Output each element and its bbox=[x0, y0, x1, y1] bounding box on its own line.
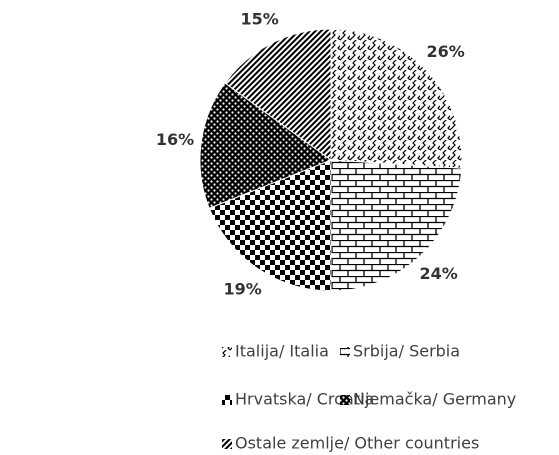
data-label: 15% bbox=[240, 9, 278, 28]
pie-slice bbox=[199, 82, 333, 209]
legend-swatch bbox=[222, 395, 232, 405]
legend-swatch bbox=[340, 347, 350, 357]
data-label: 16% bbox=[156, 130, 194, 149]
data-label: 19% bbox=[223, 280, 261, 299]
legend-swatch bbox=[222, 347, 232, 357]
pie-slice bbox=[224, 28, 332, 161]
legend-label: Italija/ Italia bbox=[235, 342, 329, 361]
pie bbox=[199, 28, 463, 292]
legend-swatch bbox=[222, 439, 232, 449]
legend-label: Hrvatska/ Croatia bbox=[235, 390, 374, 409]
pie-slice bbox=[330, 159, 463, 292]
data-label: 26% bbox=[426, 42, 464, 61]
data-label: 24% bbox=[419, 264, 457, 283]
legend-swatch bbox=[340, 395, 350, 405]
legend-label: Njemačka/ Germany bbox=[353, 390, 516, 409]
pie-slice bbox=[330, 28, 463, 169]
pie-slice bbox=[208, 159, 332, 292]
legend-label: Srbija/ Serbia bbox=[353, 342, 460, 361]
legend-label: Ostale zemlje/ Other countries bbox=[235, 434, 479, 453]
